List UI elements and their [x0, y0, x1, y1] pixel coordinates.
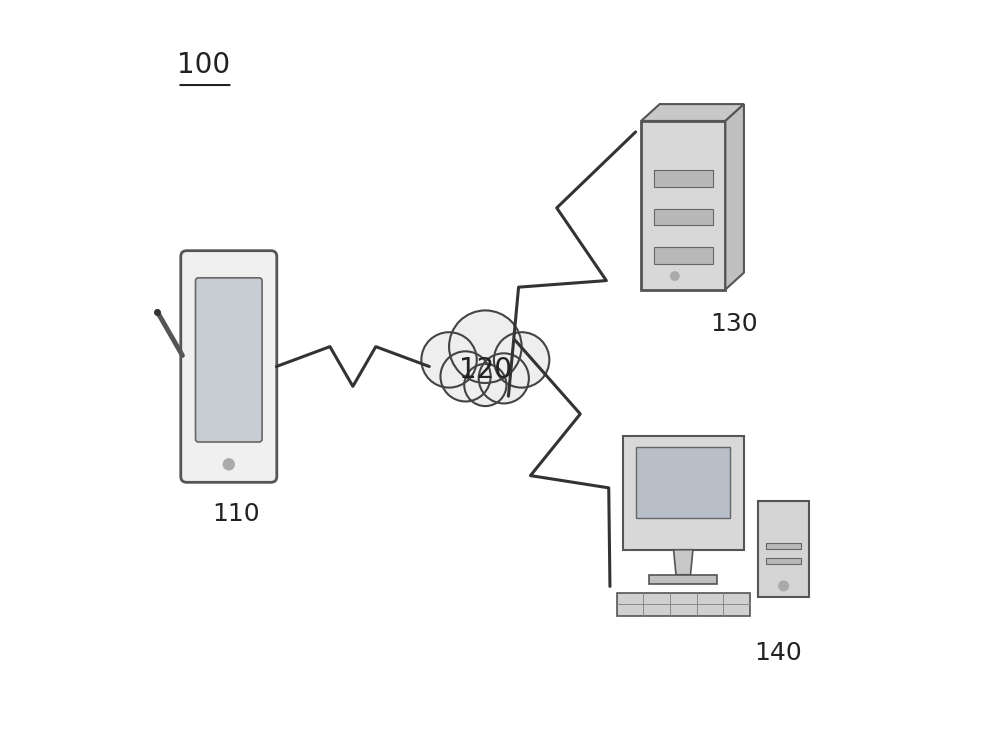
Circle shape [464, 364, 506, 406]
Text: 100: 100 [177, 51, 231, 79]
FancyBboxPatch shape [196, 278, 262, 442]
Polygon shape [766, 558, 801, 564]
Text: 120: 120 [459, 356, 512, 384]
FancyBboxPatch shape [181, 251, 277, 482]
Polygon shape [725, 104, 744, 290]
FancyBboxPatch shape [654, 209, 713, 226]
Circle shape [479, 353, 529, 403]
Circle shape [779, 581, 788, 591]
Polygon shape [636, 447, 730, 518]
FancyBboxPatch shape [654, 170, 713, 187]
Circle shape [494, 332, 549, 388]
Polygon shape [649, 575, 717, 583]
Polygon shape [674, 550, 693, 575]
Text: 140: 140 [755, 641, 802, 666]
Text: 130: 130 [711, 312, 758, 336]
Polygon shape [758, 501, 809, 597]
Circle shape [421, 332, 477, 388]
Polygon shape [623, 436, 744, 550]
Text: 110: 110 [212, 502, 260, 526]
Circle shape [449, 311, 522, 383]
Circle shape [671, 272, 679, 280]
Polygon shape [617, 593, 750, 616]
Circle shape [223, 459, 234, 470]
Circle shape [440, 351, 491, 402]
Polygon shape [766, 543, 801, 549]
Polygon shape [641, 104, 744, 121]
Polygon shape [641, 121, 725, 290]
FancyBboxPatch shape [654, 248, 713, 265]
